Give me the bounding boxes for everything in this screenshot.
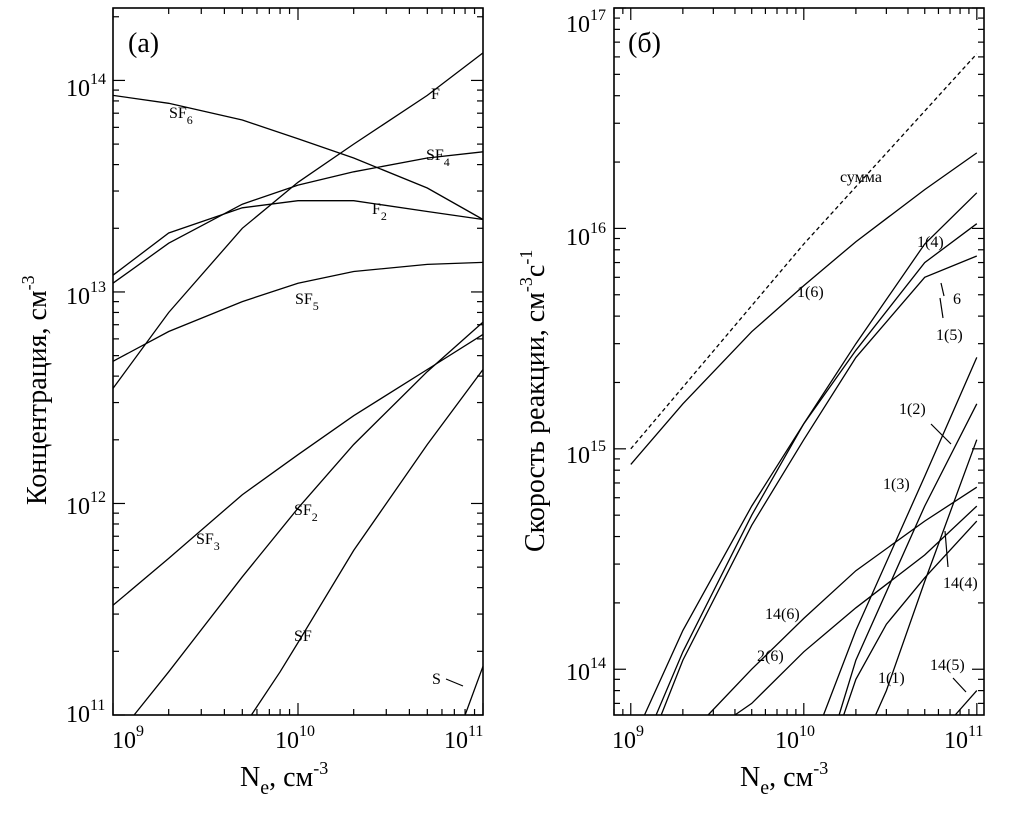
panel-b-frame (613, 7, 985, 716)
label-1-4: 1(4) (917, 234, 944, 251)
label-SF: SF (294, 628, 312, 645)
panel-b-curves (630, 53, 978, 716)
panel-a-curves (112, 52, 484, 716)
b-ytick-label-1e16: 1016 (566, 220, 606, 251)
label-14-4: 14(4) (943, 575, 978, 592)
series-SF3 (112, 333, 484, 606)
label-SF4: SF4 (426, 147, 450, 169)
label-F: F (431, 86, 440, 103)
series-1(1) (875, 439, 978, 716)
series-14(4) (843, 520, 978, 716)
a-ytick-label-1e11: 1011 (66, 697, 105, 728)
series-SF4 (112, 151, 484, 284)
series-1(6) (630, 152, 978, 465)
b-ytick-label-1e15: 1015 (566, 438, 606, 469)
label-S: S (432, 671, 441, 688)
label-summa: сумма (840, 169, 882, 186)
label-1-5: 1(5) (936, 327, 963, 344)
series-SF5 (112, 261, 484, 362)
pointer-14-5 (952, 677, 967, 693)
a-xtick-label-1e10: 1010 (275, 723, 315, 754)
a-xtick-label-1e11: 1011 (444, 723, 483, 754)
label-14-6: 14(6) (765, 606, 800, 623)
label-1-1: 1(1) (878, 670, 905, 687)
label-1-3: 1(3) (883, 476, 910, 493)
pointer-14-4 (944, 530, 949, 568)
series-SF (250, 369, 484, 716)
pointer-S (445, 678, 464, 687)
label-SF6: SF6 (169, 105, 193, 127)
series-F (112, 52, 484, 389)
panel-a: (a) 1011 1012 1013 1014 109 1010 1011 Ne… (18, 7, 484, 799)
b-y-axis-label: Скорость реакции, см-3с-1 (516, 250, 551, 552)
series-SF6 (112, 94, 484, 221)
a-ytick-label-1e12: 1012 (66, 489, 106, 520)
b-x-axis-label: Ne, см-3 (740, 758, 828, 799)
label-2-6: 2(6) (757, 648, 784, 665)
pointer-1-5 (939, 297, 944, 319)
label-1-6: 1(6) (797, 284, 824, 301)
a-xtick-label-1e9: 109 (112, 723, 144, 754)
label-6: 6 (953, 291, 961, 308)
label-F2: F2 (372, 201, 387, 223)
series-1(5) (660, 255, 978, 716)
panel-b-label: (б) (628, 28, 661, 59)
b-xtick-label-1e11: 1011 (944, 723, 983, 754)
a-ytick-label-1e13: 1013 (66, 279, 106, 310)
label-SF2: SF2 (294, 502, 318, 524)
a-x-axis-label: Ne, см-3 (240, 758, 328, 799)
label-SF5: SF5 (295, 291, 319, 313)
series-2(6) (734, 505, 978, 716)
pointer-1-2 (930, 423, 952, 445)
panel-b-ticks (613, 7, 984, 715)
series-14(5) (954, 690, 978, 716)
series-S (464, 666, 484, 716)
panel-a-ticks (112, 8, 484, 716)
panel-a-label: (a) (128, 28, 159, 59)
series-1(3) (838, 403, 978, 716)
a-ytick-label-1e14: 1014 (66, 71, 106, 102)
b-xtick-label-1e10: 1010 (775, 723, 815, 754)
series-14(6) (707, 486, 978, 716)
label-14-5: 14(5) (930, 657, 965, 674)
series-1(2) (822, 357, 978, 716)
b-xtick-label-1e9: 109 (612, 723, 644, 754)
series-сумма (630, 53, 978, 450)
series-F2 (112, 200, 484, 276)
label-1-2: 1(2) (899, 401, 926, 418)
series-1(4) (655, 192, 978, 716)
a-y-axis-label: Концентрация, см-3 (18, 275, 53, 505)
series-SF2 (133, 321, 484, 716)
b-ytick-label-1e14: 1014 (566, 655, 606, 686)
label-SF3: SF3 (196, 531, 220, 553)
series-6 (643, 223, 978, 716)
b-ytick-label-1e17: 1017 (566, 7, 606, 38)
pointer-6 (940, 282, 945, 297)
panel-b: (б) 1014 1015 1016 1017 109 1010 1011 Ne… (516, 7, 985, 799)
